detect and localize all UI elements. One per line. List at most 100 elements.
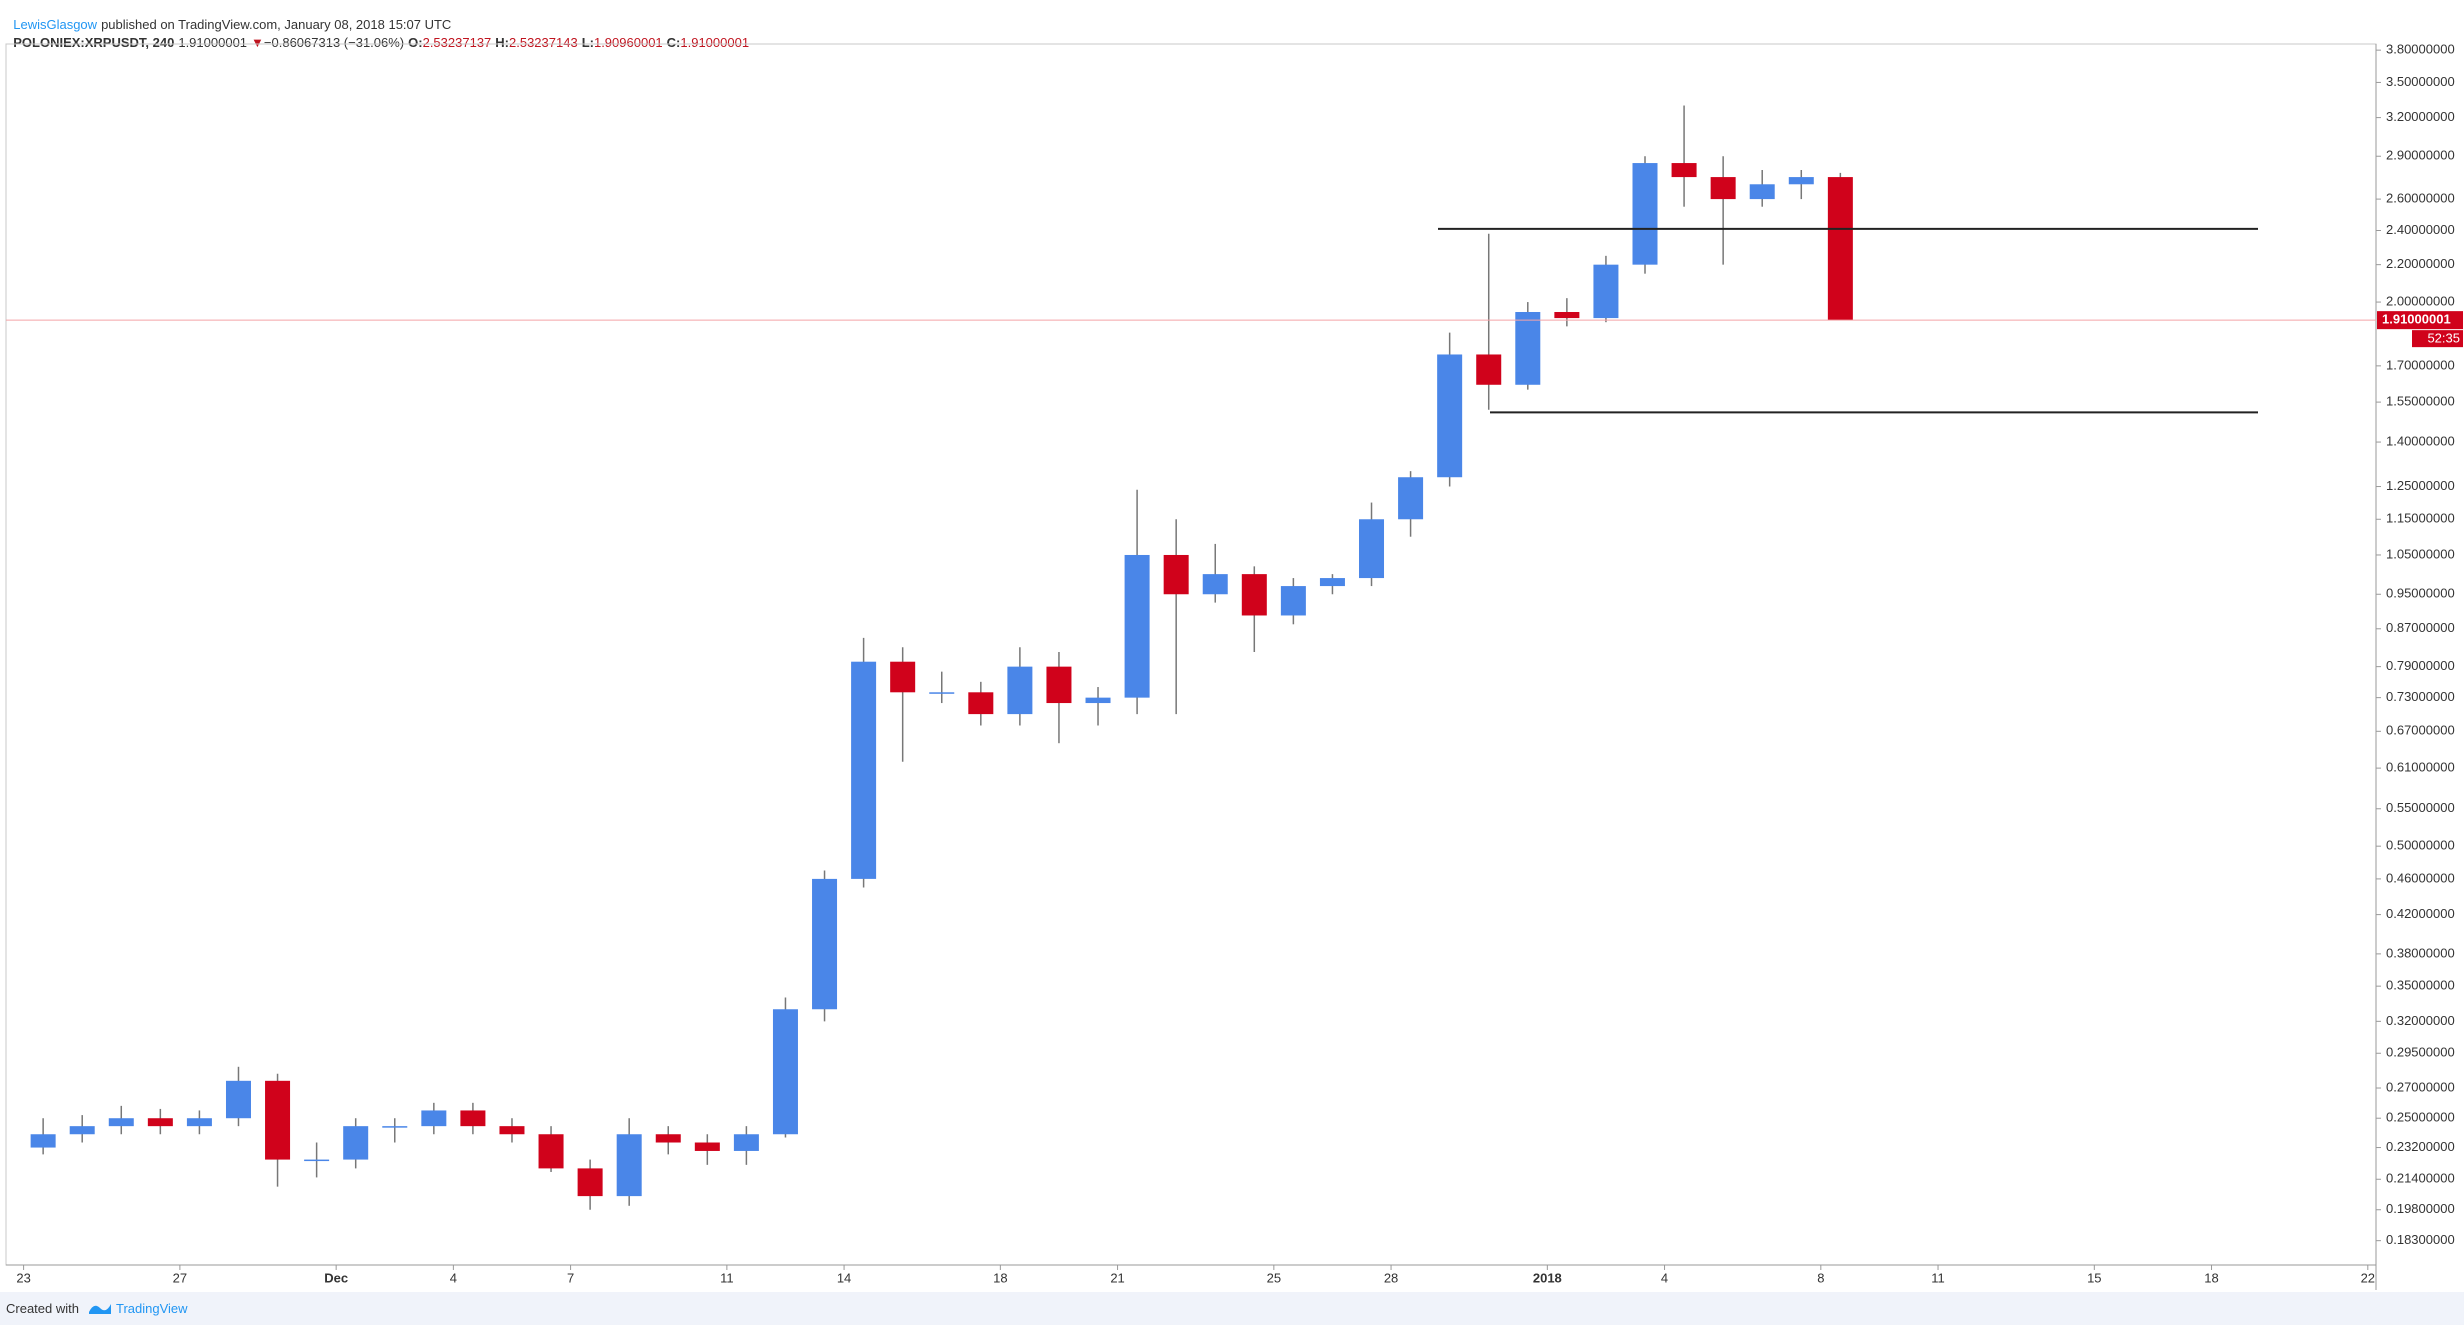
y-tick-label: 1.25000000: [2386, 478, 2455, 493]
brand[interactable]: TradingView: [116, 1301, 188, 1316]
x-tick-label: 18: [993, 1270, 1007, 1285]
candle-body: [225, 1080, 251, 1119]
y-tick-label: 0.73000000: [2386, 689, 2455, 704]
candle-body: [147, 1118, 173, 1127]
h-label: H:: [495, 35, 509, 50]
y-tick-label: 2.90000000: [2386, 148, 2455, 163]
created-with: Created with: [6, 1301, 79, 1316]
y-tick-label: 2.40000000: [2386, 222, 2455, 237]
candle-body: [499, 1126, 525, 1135]
y-tick-label: 2.60000000: [2386, 191, 2455, 206]
o-label: O:: [408, 35, 423, 50]
y-tick-label: 0.38000000: [2386, 945, 2455, 960]
candle-body: [1163, 554, 1189, 595]
x-tick-label: 25: [1267, 1270, 1281, 1285]
candle-body: [1827, 177, 1853, 321]
y-tick-label: 0.79000000: [2386, 658, 2455, 673]
y-tick-label: 0.55000000: [2386, 800, 2455, 815]
y-tick-label: 2.20000000: [2386, 256, 2455, 271]
x-tick-label: 4: [1661, 1270, 1668, 1285]
y-tick-label: 0.35000000: [2386, 978, 2455, 993]
candle-body: [69, 1126, 95, 1135]
candle-body: [1515, 312, 1541, 385]
y-tick-label: 3.50000000: [2386, 74, 2455, 89]
footer: Created with TradingView: [0, 1292, 2464, 1325]
candle-body: [616, 1134, 642, 1197]
logo[interactable]: [88, 1300, 112, 1316]
candle-body: [460, 1110, 486, 1127]
last-price-box: [2377, 311, 2463, 330]
c-label: C:: [666, 35, 681, 50]
candle-body: [265, 1080, 291, 1160]
y-tick-label: 0.25000000: [2386, 1110, 2455, 1125]
y-tick-label: 0.67000000: [2386, 723, 2455, 738]
candle-body: [30, 1134, 56, 1148]
candle-body: [1202, 574, 1228, 595]
y-tick-label: 3.20000000: [2386, 109, 2455, 124]
candle-body: [1398, 477, 1424, 520]
candle-body: [1319, 578, 1345, 587]
header-line: LewisGlasgow published on TradingView.com…: [6, 2, 455, 32]
l: 1.90960001: [593, 35, 663, 50]
candle-body: [812, 878, 838, 1010]
x-tick-label: 7: [567, 1270, 574, 1285]
x-tick-label: 23: [16, 1270, 30, 1285]
header-line: POLONIEX:XRPUSDT, 240 1.91000001 ▼−0.86067…: [6, 20, 753, 50]
candle-body: [108, 1118, 134, 1127]
published: published on TradingView.com, January 08…: [101, 17, 452, 32]
x-tick-label: 11: [720, 1270, 734, 1285]
o: 2.53237137: [422, 35, 492, 50]
x-tick-label: 27: [173, 1270, 187, 1285]
y-tick-label: 0.87000000: [2386, 620, 2455, 635]
candle-body: [968, 692, 994, 715]
y-tick-label: 0.32000000: [2386, 1013, 2455, 1028]
candle-body: [890, 661, 916, 693]
candle-body: [1046, 666, 1072, 704]
last-price-label: 1.91000001: [2382, 312, 2451, 327]
candle-body: [1241, 574, 1267, 616]
y-tick-label: 0.18300000: [2386, 1232, 2455, 1247]
candle-body: [851, 661, 877, 879]
author[interactable]: LewisGlasgow: [13, 17, 98, 32]
candle-body: [577, 1168, 603, 1197]
y-tick-label: 0.42000000: [2386, 906, 2455, 921]
candle-body: [1007, 666, 1033, 715]
candle-body: [1124, 554, 1150, 698]
l-label: L:: [581, 35, 594, 50]
candle-body: [1788, 177, 1814, 185]
candle-body: [929, 692, 955, 694]
x-tick-label: Dec: [324, 1270, 348, 1285]
plot-frame: [5, 43, 2377, 1266]
y-tick-label: 0.46000000: [2386, 870, 2455, 885]
x-tick-label: 22: [2361, 1270, 2375, 1285]
candle-body: [421, 1110, 447, 1127]
x-tick-label: 8: [1817, 1270, 1824, 1285]
candle-body: [1710, 177, 1736, 200]
x-tick-label: 11: [1931, 1270, 1945, 1285]
y-tick-label: 1.55000000: [2386, 394, 2455, 409]
y-tick-label: 1.05000000: [2386, 546, 2455, 561]
y-tick-label: 2.00000000: [2386, 294, 2455, 309]
y-tick-label: 3.80000000: [2386, 42, 2455, 57]
candle-body: [1632, 163, 1658, 265]
candle-body: [382, 1126, 408, 1128]
h: 2.53237143: [509, 35, 578, 50]
candle-body: [733, 1134, 759, 1151]
candle-body: [1593, 264, 1619, 319]
x-tick-label: 15: [2087, 1270, 2101, 1285]
y-tick-label: 1.40000000: [2386, 433, 2455, 448]
y-tick-label: 0.50000000: [2386, 838, 2455, 853]
chart: 3.80000000 3.50000000 3.20000000 2.90000000…: [5, 42, 2463, 1290]
y-tick-label: 0.19800000: [2386, 1201, 2455, 1216]
y-tick-label: 0.61000000: [2386, 760, 2455, 775]
candle-body: [304, 1159, 330, 1162]
y-tick-label: 1.70000000: [2386, 357, 2455, 372]
countdown: 52:35: [2427, 331, 2460, 346]
x-tick-label: 21: [1110, 1270, 1124, 1285]
candle-body: [1671, 163, 1697, 178]
candle-body: [1280, 586, 1306, 616]
candle-body: [1085, 697, 1111, 704]
candle-body: [1437, 354, 1463, 478]
y-tick-label: 1.15000000: [2386, 511, 2455, 526]
